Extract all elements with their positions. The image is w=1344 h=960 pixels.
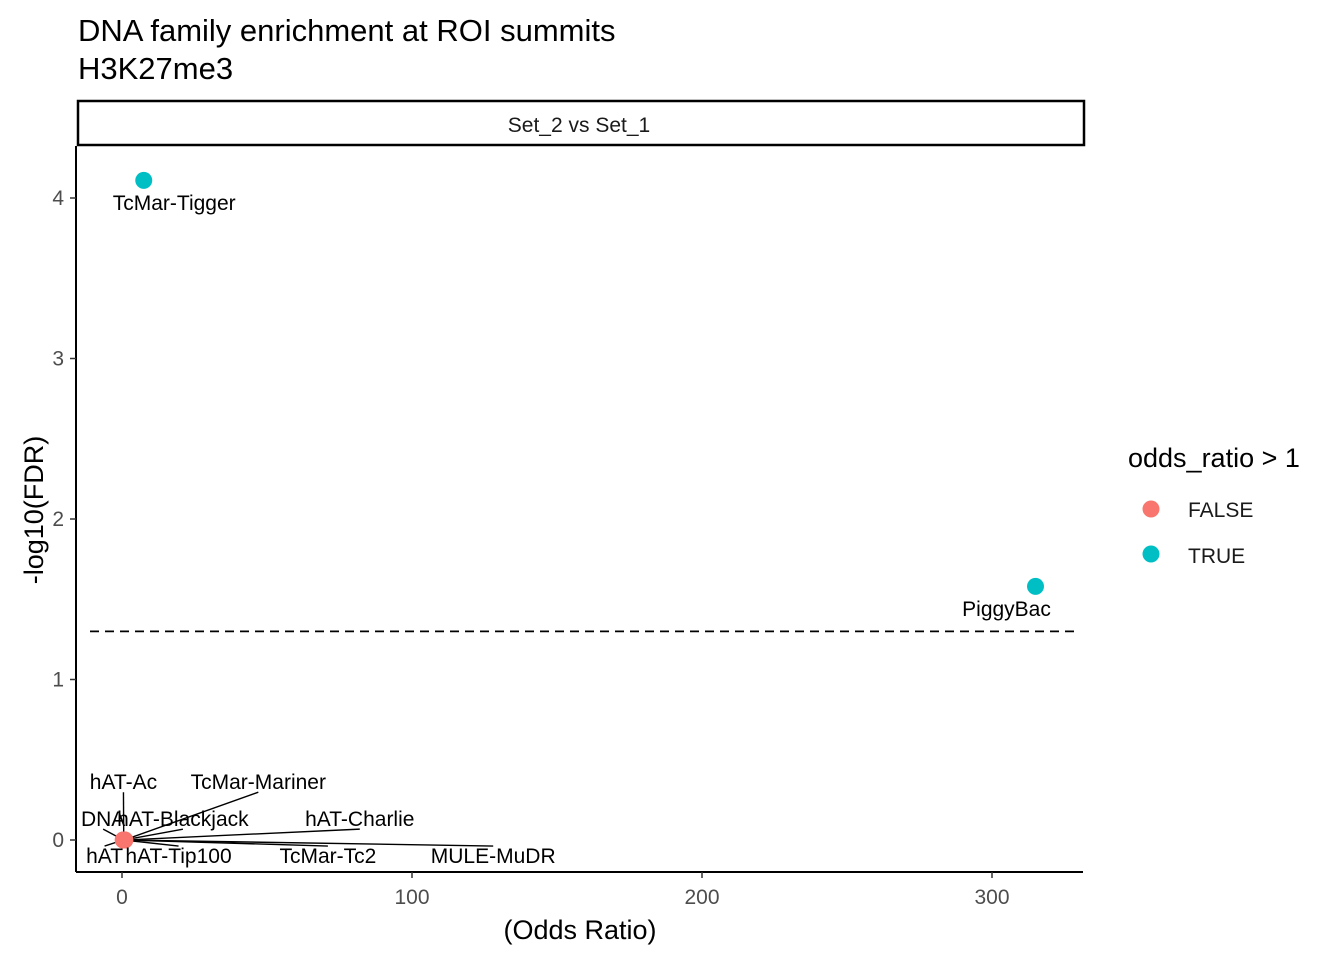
data-point — [135, 171, 153, 189]
y-tick-label: 1 — [52, 669, 64, 692]
point-label: hAT-Tip100 — [125, 845, 231, 868]
chart-title: DNA family enrichment at ROI summits — [78, 13, 615, 48]
point-label: TcMar-Mariner — [191, 771, 326, 794]
point-label: MULE-MuDR — [431, 845, 556, 868]
facet-strip — [76, 99, 1086, 147]
legend-key-false — [1142, 500, 1160, 518]
y-tick-label: 4 — [52, 187, 64, 210]
label-leader-line — [124, 828, 360, 841]
legend-key-true — [1142, 545, 1160, 563]
point-label: TcMar-Tigger — [113, 192, 236, 215]
x-axis-title: (Odds Ratio) — [503, 915, 656, 945]
point-label: hAT-Charlie — [305, 808, 414, 831]
label-leader-line — [124, 839, 494, 847]
point-label: DNA — [81, 808, 125, 831]
point-label: hAT-Ac — [90, 771, 157, 794]
point-label: PiggyBac — [962, 598, 1051, 621]
y-tick-label: 0 — [52, 829, 64, 852]
legend: odds_ratio > 1 FALSE TRUE — [1128, 443, 1300, 568]
legend-label-true: TRUE — [1188, 545, 1245, 568]
legend-title: odds_ratio > 1 — [1128, 443, 1300, 473]
x-tick-label: 0 — [116, 886, 128, 909]
label-leader-line — [124, 791, 259, 841]
data-point — [1027, 577, 1044, 595]
data-point — [116, 831, 134, 849]
y-tick-label: 3 — [52, 348, 64, 371]
x-tick-label: 300 — [974, 886, 1009, 909]
x-tick-label: 100 — [394, 886, 429, 909]
x-tick-label: 200 — [684, 886, 719, 909]
chart-subtitle: H3K27me3 — [78, 51, 233, 86]
label-leader-line — [123, 828, 184, 841]
plot-panel: 0 1 2 3 4 0 100 200 300 TcMar-Tigger PiggyBac hAT-A… — [52, 146, 1083, 909]
point-label: hAT-Blackjack — [117, 808, 249, 831]
legend-label-false: FALSE — [1188, 499, 1253, 522]
point-label: hAT — [86, 845, 123, 868]
point-label: TcMar-Tc2 — [279, 845, 376, 868]
y-tick-label: 2 — [52, 508, 64, 531]
facet-label: Set_2 vs Set_1 — [508, 114, 650, 137]
y-axis-title: -log10(FDR) — [19, 436, 49, 585]
